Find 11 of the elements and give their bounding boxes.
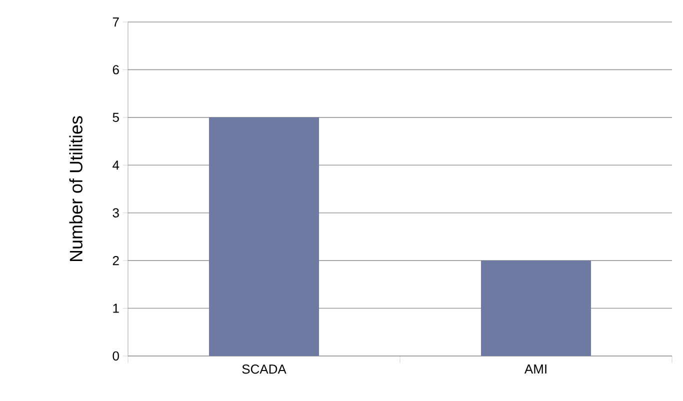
y-tick-label: 0: [112, 351, 119, 361]
y-tick-label: 1: [113, 304, 119, 313]
x-tick-label: AMI: [524, 364, 546, 374]
y-tick-label: 3: [112, 208, 119, 218]
y-tick-label: 7: [112, 18, 119, 26]
x-tick-label: SCADA: [242, 364, 286, 374]
y-tick-label: 6: [112, 65, 119, 74]
y-tick-label: 5: [112, 112, 119, 122]
y-axis-title: Number of Utilities: [69, 116, 82, 262]
y-tick-label: 2: [112, 256, 119, 266]
y-tick-label: 4: [112, 160, 120, 170]
